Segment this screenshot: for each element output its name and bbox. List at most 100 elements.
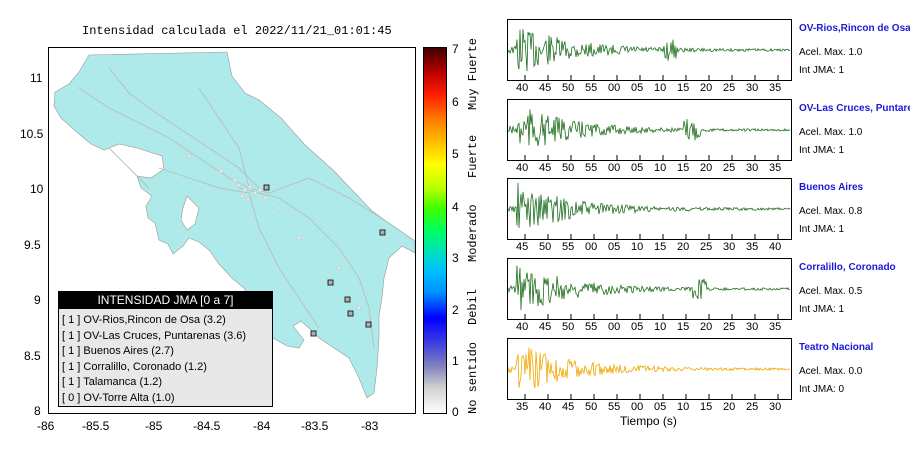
level-no-sentido: No sentido [466, 341, 480, 414]
time-tick: 35 [769, 321, 782, 333]
time-tick: 10 [654, 321, 667, 333]
colorbar-tick: 5 [452, 147, 459, 161]
time-tick: 55 [585, 162, 598, 174]
intensity-colorbar [423, 47, 447, 414]
time-tick: 15 [677, 162, 690, 174]
colorbar-tick: 2 [452, 303, 459, 317]
waveform-trace [507, 109, 791, 146]
time-tick: 50 [585, 401, 598, 413]
legend-item: [ 1 ] OV-Las Cruces, Puntarenas (3.6) [62, 329, 247, 342]
station-jma-intensity: Int JMA: 0 [799, 384, 845, 395]
waveform-panel[interactable] [507, 99, 792, 161]
legend-item: [ 0 ] OV-Torre Alta (1.0) [62, 391, 175, 404]
station-name[interactable]: OV-Las Cruces, Puntarenas [799, 103, 910, 114]
time-tick: 15 [677, 321, 690, 333]
x-tick: -83 [361, 419, 379, 433]
intensity-legend: INTENSIDAD JMA [0 a 7] [ 1 ] OV-Rios,Rin… [58, 291, 273, 407]
time-tick: 20 [677, 241, 690, 253]
time-tick: 30 [746, 162, 759, 174]
time-tick: 45 [539, 321, 552, 333]
legend-item: [ 1 ] Buenos Aires (2.7) [62, 345, 174, 357]
time-axis-title: Tiempo (s) [620, 414, 677, 428]
station-markers [263, 184, 386, 337]
level-moderado: Moderado [466, 204, 480, 262]
time-tick: 05 [631, 162, 644, 174]
time-tick: 00 [608, 162, 621, 174]
y-tick: 10 [30, 182, 44, 196]
waveform-trace [507, 29, 791, 72]
station-max-accel: Acel. Max. 0.5 [799, 286, 863, 297]
time-tick: 55 [585, 82, 598, 94]
x-tick: -85.5 [82, 419, 110, 433]
time-tick: 35 [769, 162, 782, 174]
time-tick: 50 [539, 241, 552, 253]
waveform-panel[interactable] [507, 178, 792, 240]
time-tick: 10 [631, 241, 644, 253]
station-max-accel: Acel. Max. 0.0 [799, 366, 863, 377]
time-tick: 10 [677, 401, 690, 413]
time-tick: 50 [562, 162, 575, 174]
station-name[interactable]: OV-Rios,Rincon de Osa [799, 23, 910, 34]
time-tick: 45 [539, 82, 552, 94]
time-tick: 30 [746, 82, 759, 94]
y-tick: 8.5 [24, 349, 41, 363]
station-name[interactable]: Buenos Aires [799, 182, 864, 193]
station-jma-intensity: Int JMA: 1 [799, 224, 845, 235]
time-tick: 30 [769, 401, 782, 413]
map-title: Intensidad calculada el 2022/11/21_01:01… [82, 24, 392, 38]
time-tick: 20 [700, 162, 713, 174]
time-tick: 45 [516, 241, 529, 253]
level-debil: Debil [466, 288, 480, 325]
time-tick: 25 [700, 241, 713, 253]
legend-item: [ 1 ] Talamanca (1.2) [62, 376, 163, 388]
time-tick: 30 [746, 321, 759, 333]
road-network [78, 67, 390, 349]
legend-item: [ 1 ] Corralillo, Coronado (1.2) [62, 360, 207, 373]
station-jma-intensity: Int JMA: 1 [799, 65, 845, 76]
waveform-panel[interactable] [507, 258, 792, 320]
costa-rica-landmass [53, 51, 415, 399]
station-name[interactable]: Teatro Nacional [799, 342, 874, 353]
time-tick: 20 [700, 321, 713, 333]
colorbar-tick: 4 [452, 200, 459, 214]
x-tick: -85 [145, 419, 163, 433]
time-tick: 40 [516, 321, 529, 333]
waveform-plot [507, 109, 791, 160]
time-tick: 40 [539, 401, 552, 413]
station-name[interactable]: Corralillo, Coronado [799, 262, 896, 273]
y-tick: 11 [30, 71, 43, 85]
waveform-plot [507, 265, 791, 319]
time-tick: 35 [769, 82, 782, 94]
y-tick: 9.5 [24, 238, 41, 252]
time-tick: 30 [723, 241, 736, 253]
costa-rica-map [53, 51, 415, 399]
time-tick: 25 [723, 82, 736, 94]
time-tick: 20 [700, 82, 713, 94]
time-tick: 00 [608, 321, 621, 333]
time-tick: 15 [654, 241, 667, 253]
station-jma-intensity: Int JMA: 1 [799, 304, 845, 315]
station-jma-intensity: Int JMA: 1 [799, 145, 845, 156]
colorbar-tick: 1 [452, 354, 459, 368]
time-tick: 40 [516, 82, 529, 94]
time-tick: 45 [562, 401, 575, 413]
time-tick: 55 [608, 401, 621, 413]
colorbar-tick: 3 [452, 251, 459, 265]
time-tick: 25 [723, 321, 736, 333]
time-tick: 00 [631, 401, 644, 413]
town-points [186, 153, 362, 311]
time-tick: 05 [654, 401, 667, 413]
time-tick: 05 [608, 241, 621, 253]
waveform-panel[interactable] [507, 19, 792, 81]
colorbar-tick: 6 [452, 95, 459, 109]
station-max-accel: Acel. Max. 1.0 [799, 127, 863, 138]
station-max-accel: Acel. Max. 1.0 [799, 47, 863, 58]
time-tick: 10 [654, 162, 667, 174]
waveform-trace [507, 182, 791, 229]
waveform-panel[interactable] [507, 338, 792, 400]
waveform-plot [507, 347, 791, 399]
time-tick: 50 [562, 321, 575, 333]
waveform-trace [507, 265, 791, 311]
y-tick: 8 [34, 404, 41, 418]
time-tick: 00 [585, 241, 598, 253]
